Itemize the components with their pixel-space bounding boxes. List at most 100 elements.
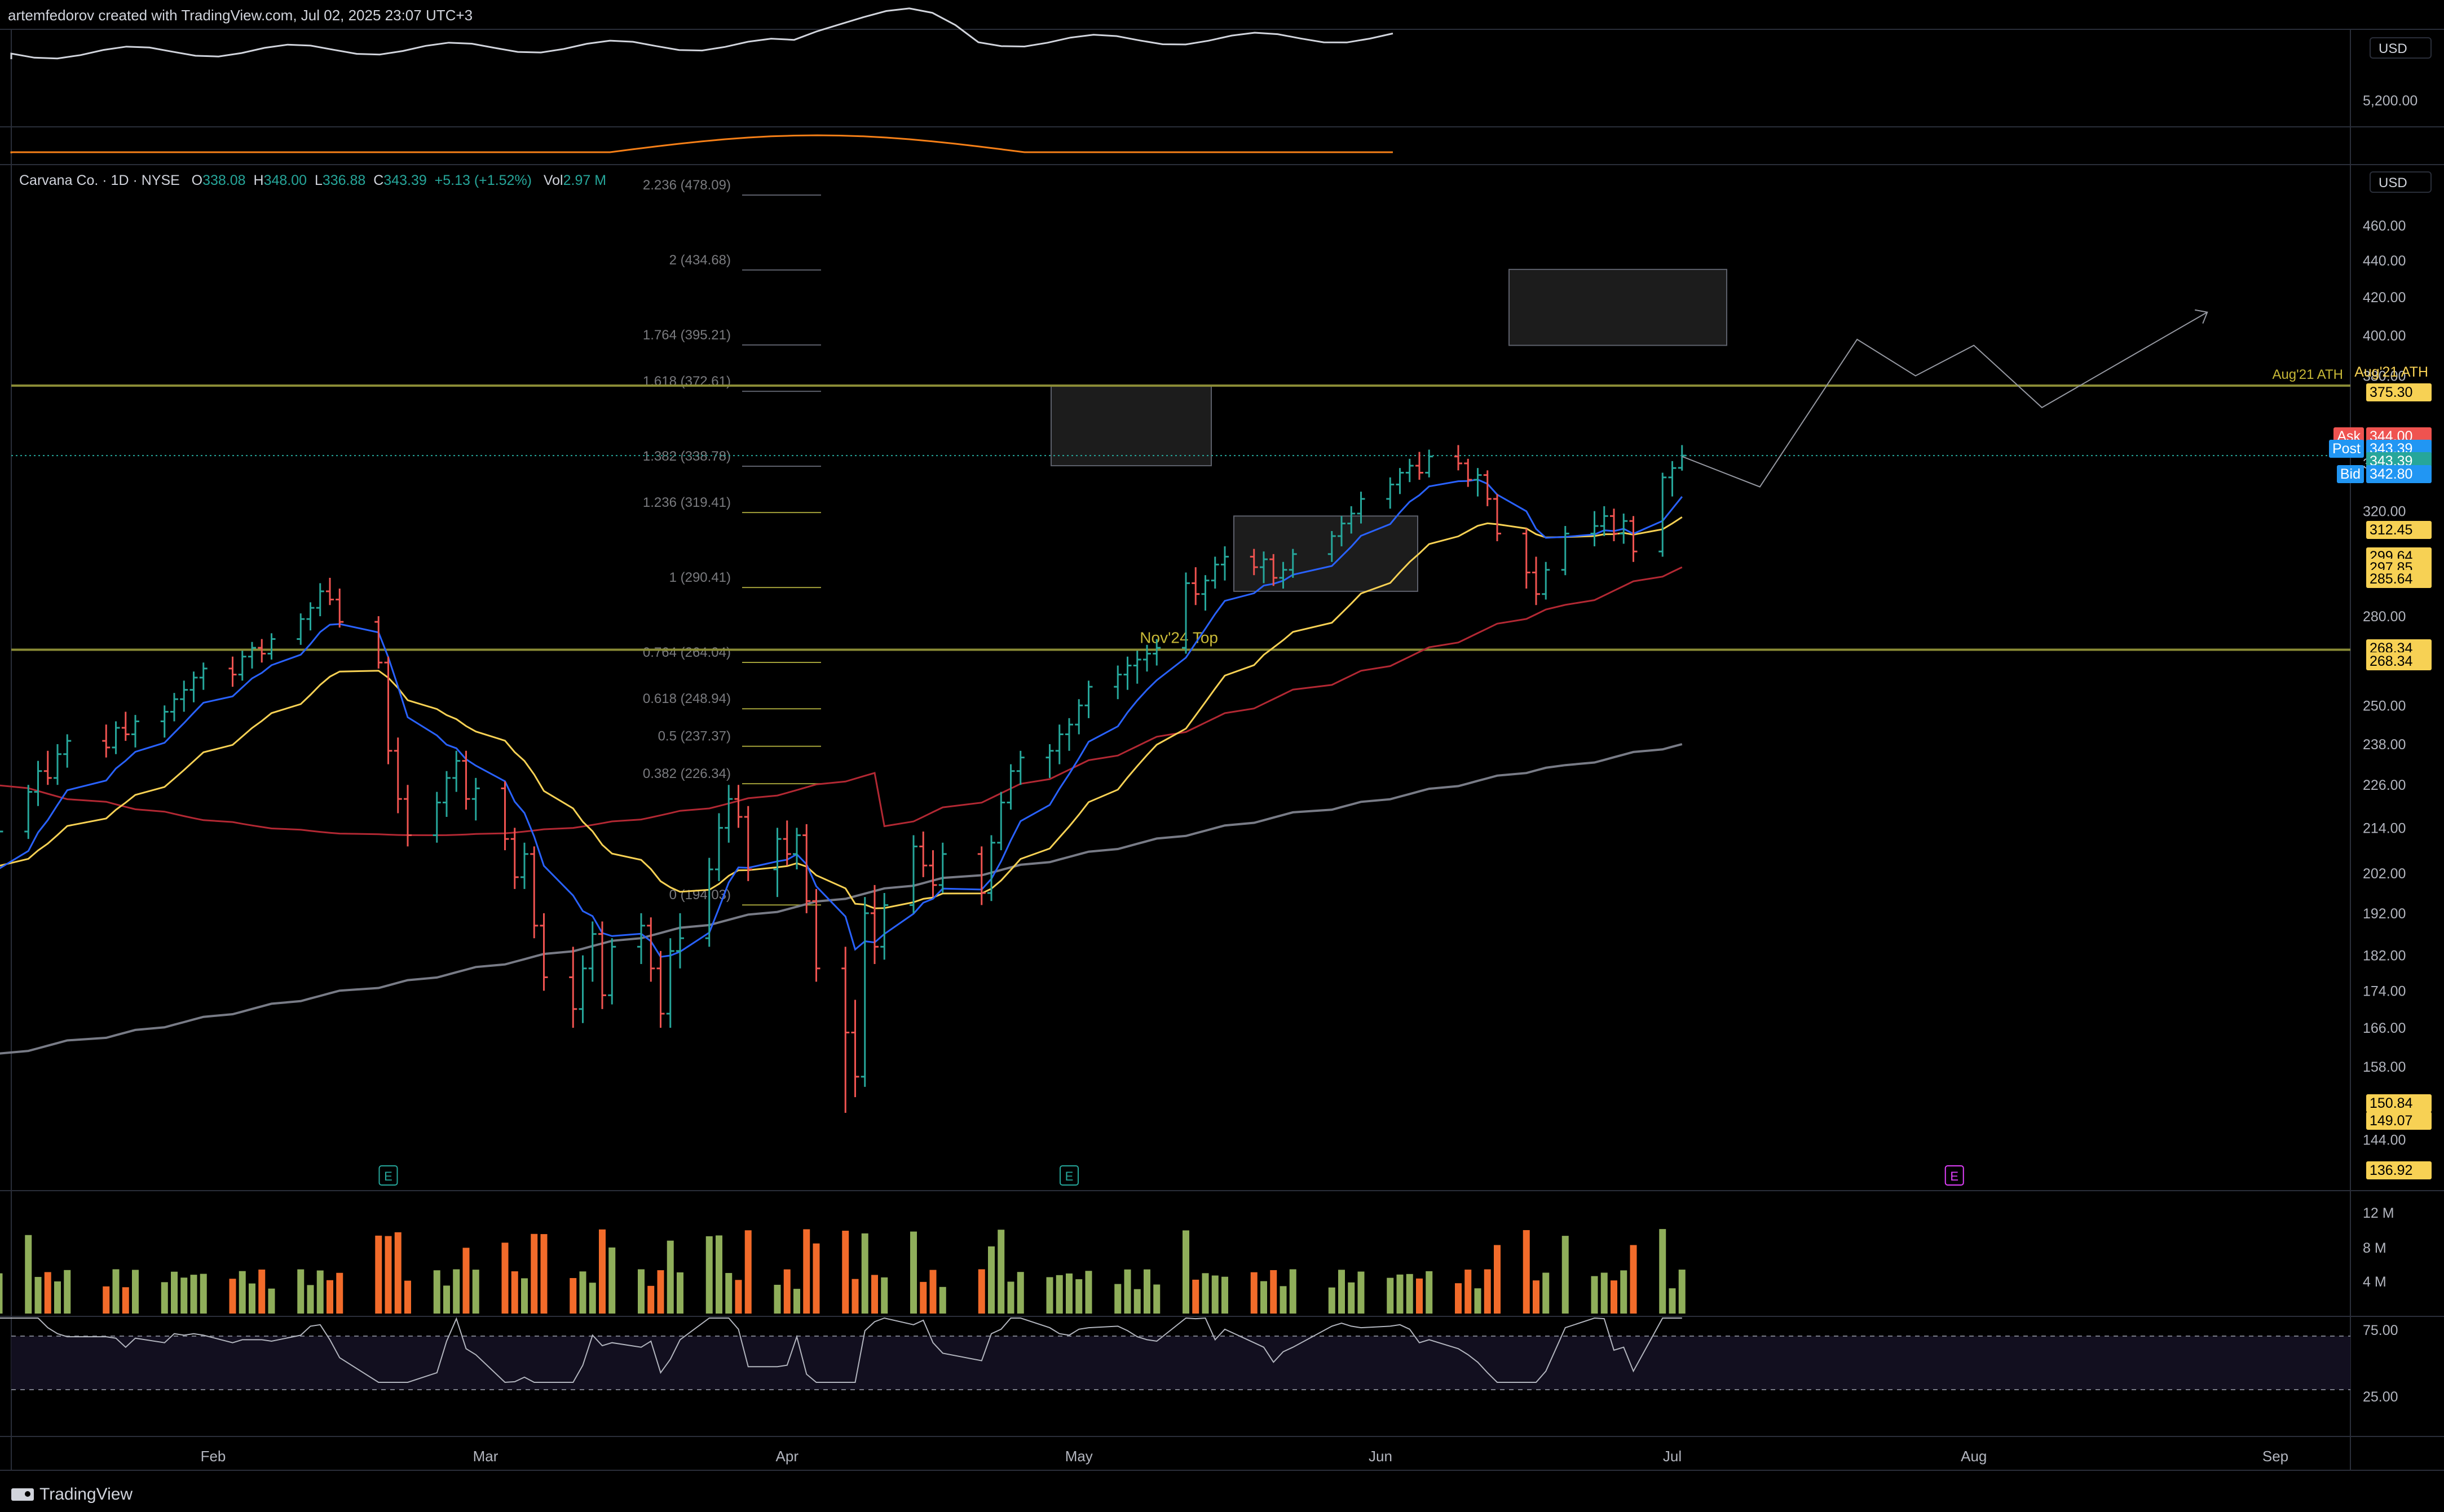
volume-bar — [239, 1271, 246, 1314]
volume-bar — [1056, 1275, 1063, 1314]
volume-bar — [297, 1269, 305, 1314]
volume-bar — [54, 1281, 61, 1314]
volume-bar — [608, 1247, 616, 1314]
currency-button-main[interactable]: USD — [2370, 171, 2432, 193]
volume-bar — [180, 1277, 188, 1314]
volume-bar — [34, 1277, 42, 1314]
volume-bar — [190, 1275, 197, 1314]
tradingview-logo-icon — [11, 1488, 34, 1501]
volume-bar — [511, 1271, 518, 1314]
volume-bar — [1533, 1280, 1539, 1314]
top-pane-axis-label: 5,200.00 — [2363, 93, 2418, 109]
volume-bar — [842, 1231, 849, 1314]
fib-level-label: 0.5 (237.37) — [658, 729, 731, 744]
y-axis-tick-label: 420.00 — [2363, 290, 2406, 306]
price-tag-value: 149.07 — [2366, 1112, 2432, 1130]
volume-bar — [852, 1279, 859, 1314]
volume-bar — [316, 1270, 324, 1314]
rsi-axis-label: 75.00 — [2363, 1323, 2398, 1338]
volume-bar — [1211, 1275, 1219, 1314]
volume-bar — [803, 1229, 810, 1314]
support-box — [1233, 515, 1418, 592]
volume-bar — [1007, 1281, 1014, 1314]
x-axis-tick-label: May — [1065, 1448, 1093, 1465]
x-axis-tick-label: Feb — [201, 1448, 226, 1465]
volume-bar — [1075, 1279, 1083, 1314]
volume-bar — [1124, 1269, 1131, 1314]
volume-bar — [735, 1280, 742, 1314]
volume-bar — [1416, 1278, 1423, 1314]
volume-bar — [161, 1282, 168, 1314]
volume-bar — [25, 1235, 32, 1314]
y-axis-tick-label: 250.00 — [2363, 698, 2406, 714]
volume-bar — [1659, 1229, 1666, 1314]
volume-bar — [1144, 1269, 1150, 1314]
volume-bar — [793, 1289, 800, 1314]
price-tag-bid: Bid 342.80 — [2336, 465, 2432, 483]
volume-bar — [1620, 1270, 1627, 1314]
fib-level-label: 2.236 (478.09) — [643, 178, 731, 193]
volume-bar — [1192, 1279, 1199, 1314]
volume-bar — [1348, 1282, 1355, 1314]
x-axis-tick-label: Jul — [1663, 1448, 1682, 1465]
top-pane-ratio-line — [10, 134, 1393, 153]
volume-bar — [939, 1286, 946, 1314]
low-label: L — [314, 173, 323, 188]
y-axis-tick-label: 144.00 — [2363, 1133, 2406, 1148]
volume-axis-label: 12 M — [2363, 1205, 2394, 1221]
volume-bar — [1357, 1271, 1365, 1314]
price-tag-level: Aug'21 ATH 375.30 — [2351, 363, 2432, 401]
symbol-ohlc-legend: Carvana Co. · 1D · NYSE O338.08 H348.00 … — [19, 173, 606, 189]
volume-bar — [920, 1281, 927, 1314]
volume-bar — [433, 1270, 440, 1314]
price-tag-yellow: 285.64 — [2366, 570, 2432, 588]
price-tag-value: 150.84 — [2366, 1094, 2432, 1112]
price-tag-label: Post — [2328, 440, 2364, 458]
x-axis-tick-label: Sep — [2262, 1448, 2288, 1465]
volume-bar — [249, 1283, 255, 1314]
volume-bar — [1387, 1277, 1394, 1314]
volume-axis-label: 4 M — [2363, 1274, 2386, 1290]
volume-bar — [570, 1278, 577, 1314]
projection-path — [1682, 311, 2208, 488]
rsi-axis-label: 25.00 — [2363, 1389, 2398, 1405]
earnings-marker-label: E — [1065, 1169, 1074, 1183]
volume-bar — [1494, 1245, 1501, 1314]
volume-bar — [910, 1231, 917, 1314]
volume-bar — [64, 1270, 71, 1314]
symbol-name: Carvana Co. · 1D · NYSE — [19, 173, 180, 188]
volume-bar — [258, 1269, 266, 1314]
volume-bar — [929, 1270, 937, 1314]
volume-bar — [1426, 1271, 1433, 1314]
price-tag-yellow: 268.34 — [2366, 652, 2432, 670]
volume-bar — [307, 1285, 314, 1314]
attribution-text: artemfedorov created with TradingView.co… — [8, 7, 473, 24]
volume-bar — [579, 1271, 586, 1314]
volume-bar — [336, 1272, 343, 1314]
top-pane-index-line — [10, 7, 1393, 60]
volume-bar — [501, 1243, 509, 1314]
high-value: 348.00 — [263, 173, 307, 188]
volume-bar — [327, 1280, 333, 1314]
high-label: H — [253, 173, 264, 188]
volume-bar — [667, 1240, 674, 1314]
volume-bar — [783, 1269, 791, 1314]
earnings-marker-label: E — [384, 1169, 392, 1183]
volume-bar — [171, 1271, 178, 1314]
low-value: 336.88 — [322, 173, 366, 188]
fib-level-label: 1.382 (338.78) — [643, 449, 731, 464]
volume-bar — [531, 1234, 538, 1314]
horizontal-level-label: Nov'24 Top — [1140, 629, 1218, 646]
y-axis-tick-label: 238.00 — [2363, 737, 2406, 753]
volume-bar — [229, 1279, 236, 1314]
volume-label: Vol — [543, 173, 563, 188]
footer-brand[interactable]: TradingView — [11, 1485, 133, 1504]
currency-button-top[interactable]: USD — [2370, 37, 2432, 59]
volume-bar — [657, 1270, 664, 1314]
volume-bar — [1221, 1276, 1228, 1314]
y-axis-tick-label: 214.00 — [2363, 820, 2406, 836]
price-tag-value: 312.45 — [2366, 521, 2432, 539]
price-tag-label: Bid — [2336, 465, 2364, 483]
volume-bar — [1046, 1277, 1053, 1314]
earnings-marker-icon — [378, 1165, 398, 1186]
